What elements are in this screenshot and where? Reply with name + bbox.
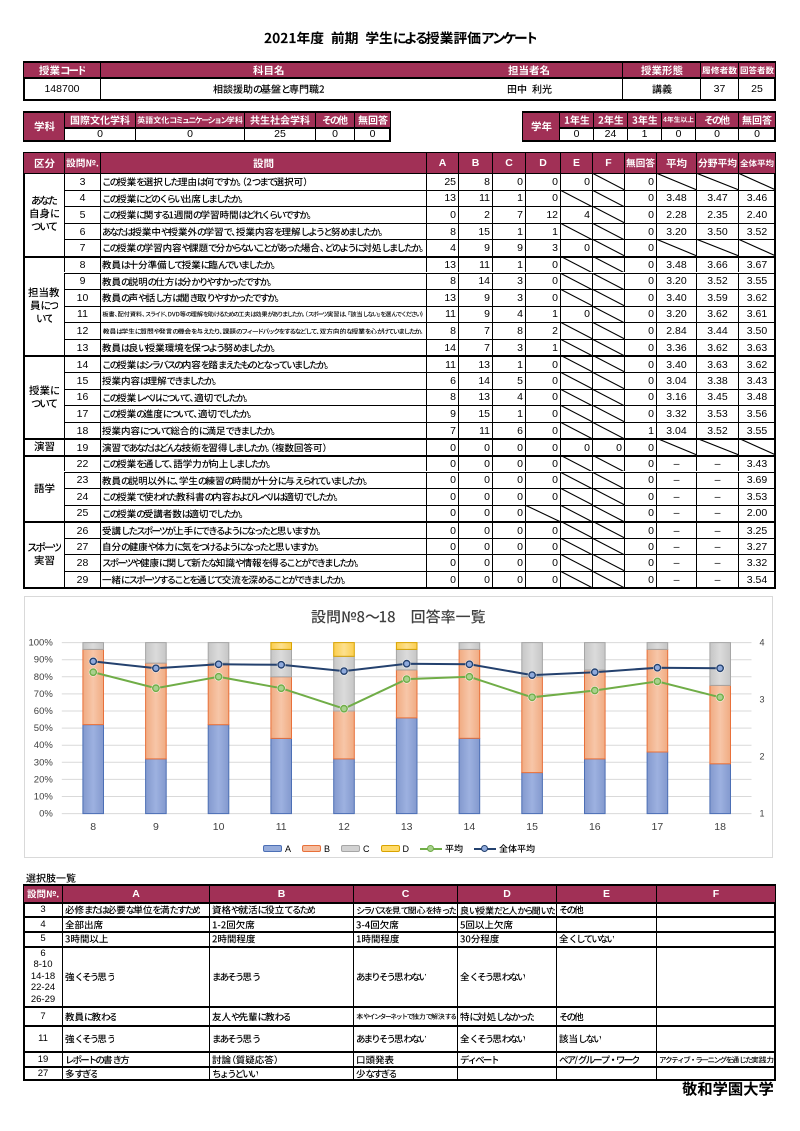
svg-text:9: 9 [153,821,159,833]
svg-text:15: 15 [526,821,538,833]
svg-text:8: 8 [90,821,96,833]
svg-text:11: 11 [276,821,287,833]
svg-text:80%: 80% [34,672,54,683]
svg-text:90%: 90% [34,655,54,666]
svg-text:0%: 0% [39,809,53,820]
svg-text:2: 2 [760,752,765,762]
svg-text:10%: 10% [34,792,54,803]
svg-text:20%: 20% [34,774,54,785]
svg-text:16: 16 [589,821,601,833]
svg-text:14: 14 [464,821,476,833]
svg-text:3: 3 [760,695,765,705]
svg-text:50%: 50% [34,723,54,734]
svg-text:40%: 40% [34,740,54,751]
svg-text:1: 1 [760,809,765,819]
svg-text:70%: 70% [34,689,54,700]
svg-text:10: 10 [213,821,225,833]
svg-text:13: 13 [401,821,413,833]
svg-text:17: 17 [652,821,664,833]
svg-text:60%: 60% [34,706,54,717]
svg-text:4: 4 [760,638,765,648]
svg-text:30%: 30% [34,757,54,768]
svg-text:18: 18 [714,821,726,833]
svg-text:100%: 100% [28,638,53,649]
svg-text:12: 12 [338,821,350,833]
